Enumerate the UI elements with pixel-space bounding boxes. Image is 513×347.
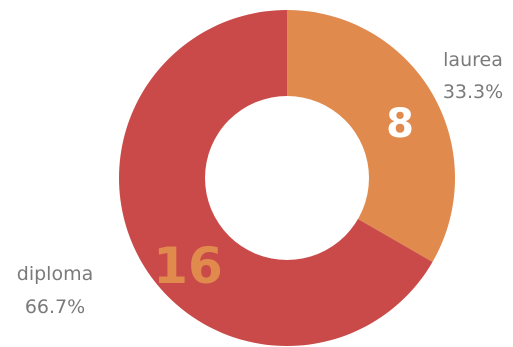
slice-value-laurea: 8	[386, 101, 414, 147]
donut-hole	[205, 96, 369, 260]
slice-label-laurea: laurea	[443, 49, 503, 71]
slice-label-diploma: diploma	[17, 263, 93, 285]
slice-percent-laurea: 33.3%	[443, 81, 503, 103]
slice-percent-diploma: 66.7%	[25, 296, 85, 318]
donut-labels: 8 laurea 33.3% 16 diploma 66.7%	[17, 49, 503, 318]
slice-value-diploma: 16	[153, 237, 223, 295]
